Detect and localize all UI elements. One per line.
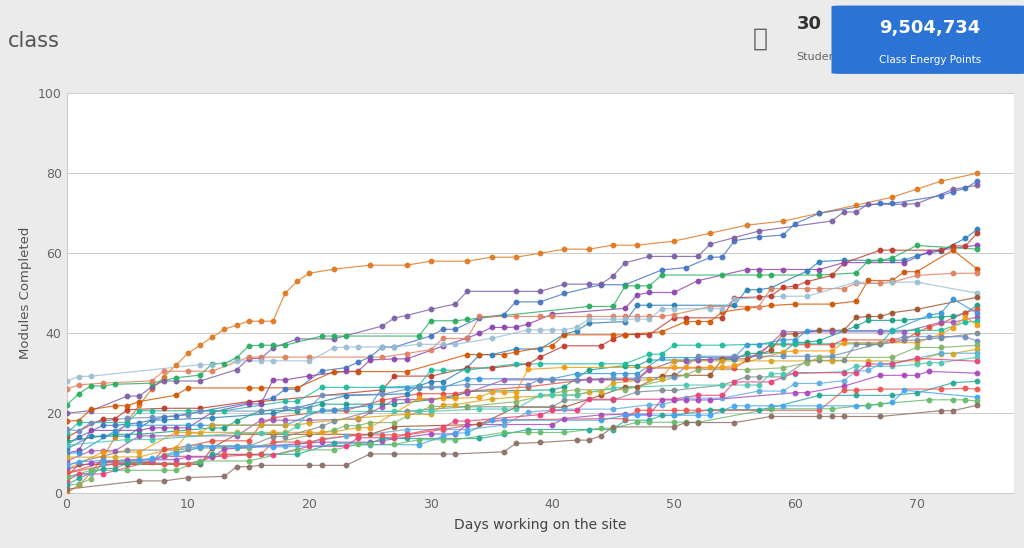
- Text: class: class: [8, 31, 60, 52]
- X-axis label: Days working on the site: Days working on the site: [454, 518, 627, 532]
- Text: Students: Students: [797, 52, 847, 62]
- Text: 👥: 👥: [753, 26, 768, 50]
- FancyBboxPatch shape: [831, 5, 1024, 74]
- Text: 30: 30: [797, 15, 821, 33]
- Y-axis label: Modules Completed: Modules Completed: [19, 227, 33, 359]
- Text: Class Energy Points: Class Energy Points: [879, 55, 981, 65]
- Text: 9,504,734: 9,504,734: [880, 19, 980, 37]
